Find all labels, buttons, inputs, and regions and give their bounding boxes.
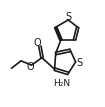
Text: O: O	[26, 62, 34, 72]
Text: S: S	[66, 12, 72, 22]
Text: H₂N: H₂N	[53, 79, 70, 88]
Text: O: O	[33, 38, 41, 48]
Text: S: S	[76, 58, 82, 68]
